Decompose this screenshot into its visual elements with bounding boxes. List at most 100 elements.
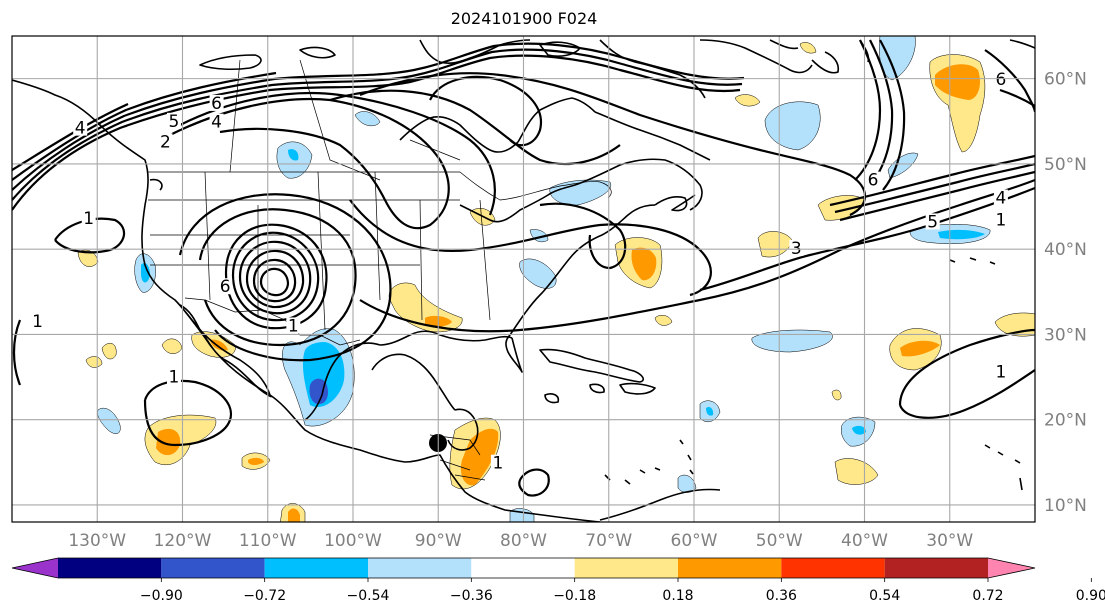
contour-label: 6 (995, 70, 1006, 90)
anomaly-fill-light-blue (97, 407, 121, 434)
longitude-tick-label: 100°W (324, 531, 382, 551)
colorbar-tick-label: −0.72 (243, 588, 286, 604)
anomaly-fill-light-yellow (799, 42, 817, 54)
latitude-tick-label: 20°N (1044, 411, 1087, 431)
contour-label-background (166, 368, 181, 385)
longitude-labels: 130°W 120°W 110°W 100°W 90°W 80°W 70°W 60°W 50°W… (68, 531, 973, 551)
latitude-tick-label: 60°N (1044, 70, 1087, 90)
anomaly-fill-light-blue (354, 111, 381, 127)
anomaly-fill-light-yellow (831, 389, 842, 401)
contour-label-background (30, 313, 45, 330)
longitude-tick-label: 110°W (239, 531, 297, 551)
contour-label: 5 (169, 112, 180, 132)
contour-label: 6 (868, 171, 879, 191)
contour-label-background (286, 317, 301, 334)
contour-label-background (490, 454, 505, 471)
graticule (12, 36, 1035, 522)
colorbar-tick-label: 0.54 (869, 588, 900, 604)
colorbar-tick-label: 0.36 (766, 588, 797, 604)
anomaly-fill-light-yellow (654, 314, 673, 326)
anomaly-fill-light-blue (519, 258, 557, 289)
contour-label: 1 (169, 368, 180, 388)
colorbar-segment (58, 558, 162, 578)
latitude-labels: 60°N 50°N 40°N 30°N 20°N 10°N (1044, 70, 1087, 516)
anomaly-fill-blue (852, 425, 866, 435)
anomaly-fill-orange (210, 339, 228, 351)
anomaly-fill-light-blue (677, 474, 697, 493)
longitude-tick-label: 50°W (756, 531, 803, 551)
anomaly-fill-orange (288, 508, 300, 522)
colorbar-segment (678, 558, 782, 578)
contour-label-background (81, 210, 96, 227)
latitude-tick-label: 40°N (1044, 240, 1087, 260)
longitude-tick-label: 90°W (415, 531, 462, 551)
anomaly-fill-light-blue (887, 152, 919, 179)
anomaly-fill-blue (141, 263, 150, 283)
contour-label: 2 (160, 132, 171, 152)
latitude-tick-label: 30°N (1044, 325, 1087, 345)
colorbar-tick-label: −0.90 (140, 588, 183, 604)
anomaly-fill-light-yellow (101, 343, 117, 360)
anomaly-fill-medium-blue (309, 378, 328, 405)
colorbar-segment (368, 558, 472, 578)
contour-label-background (789, 239, 804, 256)
longitude-tick-label: 130°W (68, 531, 126, 551)
contour-label-background (218, 278, 233, 295)
longitude-tick-label: 120°W (154, 531, 212, 551)
map-frame (11, 35, 1036, 523)
colorbar-segment (471, 558, 575, 578)
colorbar-tick-label: −0.54 (347, 588, 390, 604)
colorbar-tick-label: 0.18 (662, 588, 693, 604)
anomaly-fill-blue (706, 406, 714, 416)
coastlines (12, 39, 1035, 522)
colorbar-tick-label: 0.72 (972, 588, 1003, 604)
contour-label: 1 (288, 316, 299, 336)
contour-label-background (209, 94, 224, 111)
contour-label: 1 (493, 454, 504, 474)
contour-label: 6 (220, 277, 231, 297)
colorbar-segment (161, 558, 265, 578)
contour-label-background (73, 119, 88, 136)
latitude-tick-label: 50°N (1044, 155, 1087, 175)
longitude-tick-label: 30°W (926, 531, 973, 551)
contour-label: 4 (211, 113, 222, 133)
contour-label-background (993, 363, 1008, 380)
contour-label-background (993, 189, 1008, 206)
contour-label: 1 (995, 362, 1006, 382)
longitude-tick-label: 70°W (585, 531, 632, 551)
colorbar-segment (12, 558, 58, 578)
colorbar-segment (574, 558, 678, 578)
contour-label: 5 (927, 212, 938, 232)
colorbar-segment (781, 558, 885, 578)
contour-label-background (993, 211, 1008, 228)
contour-label: 4 (995, 189, 1006, 209)
anomaly-fill-orange (935, 64, 980, 100)
longitude-tick-label: 80°W (500, 531, 547, 551)
anomaly-fill-orange (248, 457, 264, 465)
contour-label-background (166, 112, 181, 129)
anomaly-fill-light-yellow (834, 458, 879, 485)
colorbar-segment (988, 558, 1035, 578)
contour-label: 6 (211, 94, 222, 114)
contour-label: 1 (32, 312, 43, 332)
anomaly-fill-layer (77, 36, 1035, 522)
anomaly-fill-blue (288, 149, 299, 161)
anomaly-fill-light-yellow (77, 249, 99, 267)
contour-label: 1 (83, 209, 94, 229)
anomaly-fill-orange (631, 247, 657, 281)
colorbar-tick-label: 0.90 (1076, 588, 1105, 604)
colorbar-tick-label: −0.18 (553, 588, 596, 604)
contour-label-background (158, 133, 173, 150)
map-title: 2024101900 F024 (451, 9, 598, 28)
longitude-tick-label: 40°W (841, 531, 888, 551)
anomaly-fill-light-blue (879, 36, 916, 81)
contour-lines (12, 39, 1035, 497)
longitude-tick-label: 60°W (671, 531, 718, 551)
anomaly-fill-light-yellow (734, 94, 761, 107)
contour-label: 1 (995, 211, 1006, 231)
colorbar: −0.90 −0.72 −0.54 −0.36 −0.18 0.18 0.36 0.54 0.7… (11, 557, 1105, 604)
anomaly-fill-orange (900, 340, 940, 357)
